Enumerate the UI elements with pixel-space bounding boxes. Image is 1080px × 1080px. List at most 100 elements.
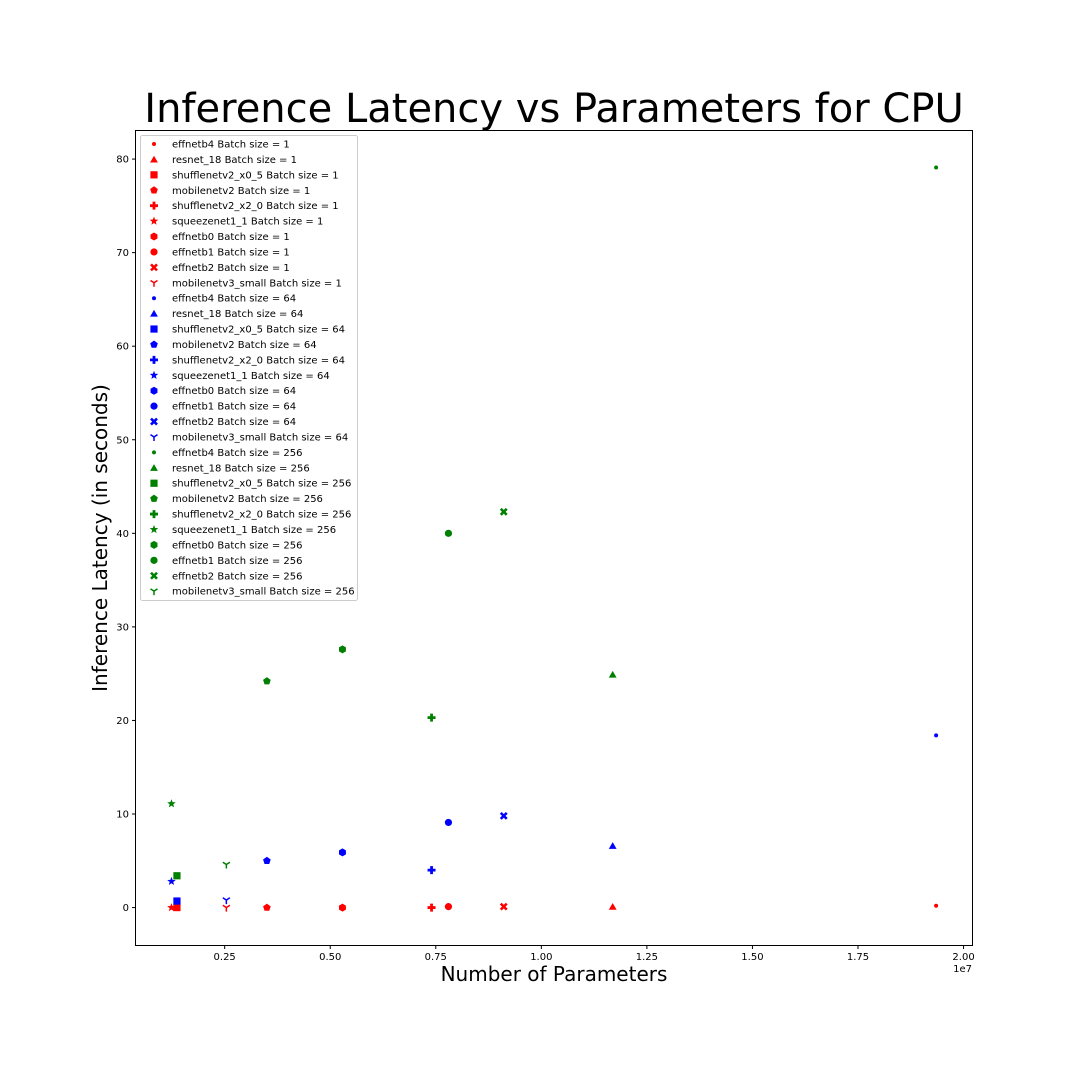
legend-label: effnetb4 Batch size = 256 <box>172 448 302 459</box>
legend-label: resnet_18 Batch size = 1 <box>172 155 297 166</box>
data-point-effnetb1-batch-64 <box>444 818 453 827</box>
legend-label: resnet_18 Batch size = 256 <box>172 463 310 474</box>
legend-marker-effnetb2-batch-256 <box>150 571 158 580</box>
data-point-mobilenetv2-batch-64 <box>263 856 271 865</box>
x-tick-label: 0.25 <box>214 952 236 963</box>
legend-marker-mobilenetv3_small-batch-64 <box>150 434 158 441</box>
chart-title: Inference Latency vs Parameters for CPU <box>144 86 963 132</box>
data-point-effnetb2-batch-1 <box>499 902 508 911</box>
legend-marker-squeezenet1_1-batch-256 <box>149 525 159 534</box>
legend-label: effnetb0 Batch size = 1 <box>172 232 290 243</box>
legend-label: mobilenetv2 Batch size = 256 <box>172 494 323 505</box>
legend-label: effnetb2 Batch size = 1 <box>172 263 290 274</box>
data-point-mobilenetv2-batch-1 <box>263 903 271 911</box>
x-tick-label: 1.75 <box>847 952 869 963</box>
data-point-mobilenetv2-batch-256 <box>263 677 271 685</box>
legend-marker-shufflenetv2_x0_5-batch-256 <box>150 479 158 487</box>
legend-marker-effnetb4-batch-64 <box>152 296 156 301</box>
legend-marker-resnet_18-batch-64 <box>150 309 158 317</box>
x-offset-label: 1e7 <box>953 964 972 975</box>
y-tick-label: 70 <box>116 248 129 259</box>
legend-marker-resnet_18-batch-256 <box>150 464 158 471</box>
y-tick-label: 40 <box>116 529 129 540</box>
legend-label: mobilenetv3_small Batch size = 64 <box>172 432 348 443</box>
data-point-resnet_18-batch-256 <box>608 670 617 678</box>
data-point-mobilenetv3_small-batch-64 <box>222 897 231 905</box>
x-tick-label: 1.25 <box>636 952 658 963</box>
legend-marker-effnetb4-batch-256 <box>152 450 156 455</box>
legend-marker-effnetb0-batch-1 <box>150 232 158 241</box>
legend-label: resnet_18 Batch size = 64 <box>172 309 303 320</box>
data-point-shufflenetv2_x2_0-batch-1 <box>427 903 436 912</box>
legend-marker-resnet_18-batch-1 <box>150 155 158 163</box>
x-tick-label: 0.50 <box>319 952 341 963</box>
data-point-effnetb4-batch-256 <box>934 165 939 170</box>
data-point-resnet_18-batch-64 <box>608 842 617 849</box>
legend-marker-shufflenetv2_x2_0-batch-256 <box>150 510 159 519</box>
legend-marker-effnetb4-batch-1 <box>152 142 156 146</box>
data-point-squeezenet1_1-batch-64 <box>167 876 176 886</box>
data-point-resnet_18-batch-1 <box>608 902 617 910</box>
data-point-effnetb1-batch-256 <box>444 529 453 537</box>
data-point-effnetb2-batch-64 <box>499 811 508 820</box>
legend-marker-effnetb0-batch-64 <box>150 386 158 395</box>
legend-label: mobilenetv3_small Batch size = 1 <box>172 278 342 289</box>
legend-label: shufflenetv2_x2_0 Batch size = 256 <box>172 510 351 521</box>
legend-marker-effnetb1-batch-1 <box>150 248 158 256</box>
x-tick-label: 1.50 <box>741 952 763 963</box>
legend-marker-effnetb2-batch-64 <box>150 417 158 426</box>
x-tick-label: 2.00 <box>952 952 974 963</box>
legend-marker-shufflenetv2_x2_0-batch-64 <box>150 355 159 364</box>
legend-marker-mobilenetv2-batch-64 <box>150 340 158 348</box>
y-tick-label: 80 <box>116 155 129 166</box>
data-point-shufflenetv2_x2_0-batch-256 <box>427 713 436 722</box>
legend-marker-mobilenetv3_small-batch-1 <box>150 279 158 287</box>
legend-label: effnetb1 Batch size = 64 <box>172 402 296 413</box>
legend-label: squeezenet1_1 Batch size = 64 <box>172 371 330 382</box>
legend-marker-effnetb2-batch-1 <box>150 263 158 272</box>
data-point-effnetb0-batch-1 <box>339 903 346 912</box>
y-tick-label: 60 <box>116 342 129 353</box>
legend-label: effnetb4 Batch size = 64 <box>172 294 296 305</box>
legend-marker-squeezenet1_1-batch-1 <box>149 216 159 225</box>
legend-marker-shufflenetv2_x0_5-batch-64 <box>150 325 158 333</box>
y-tick-label: 50 <box>116 435 129 446</box>
data-points <box>167 165 939 912</box>
legend-label: mobilenetv2 Batch size = 1 <box>172 186 310 197</box>
y-axis-label: Inference Latency (in seconds) <box>88 384 112 692</box>
y-tick-label: 10 <box>116 810 129 821</box>
data-point-squeezenet1_1-batch-1 <box>167 903 176 912</box>
legend-label: squeezenet1_1 Batch size = 1 <box>172 217 323 228</box>
plot-frame <box>135 130 973 946</box>
legend-marker-effnetb0-batch-256 <box>150 540 158 549</box>
x-axis-label: Number of Parameters <box>441 962 668 986</box>
legend-label: shufflenetv2_x2_0 Batch size = 1 <box>172 201 339 212</box>
data-point-effnetb1-batch-1 <box>444 903 453 911</box>
legend-marker-shufflenetv2_x0_5-batch-1 <box>150 171 158 179</box>
x-axis: 0.25 0.50 0.75 1.00 1.25 1.50 1.75 2.00 <box>214 945 975 963</box>
legend-label: shufflenetv2_x0_5 Batch size = 64 <box>172 325 345 336</box>
legend-label: shufflenetv2_x0_5 Batch size = 1 <box>172 170 339 181</box>
data-point-effnetb0-batch-256 <box>339 645 346 654</box>
data-point-shufflenetv2_x2_0-batch-64 <box>427 866 436 875</box>
legend-marker-mobilenetv2-batch-256 <box>150 494 158 502</box>
legend-label: squeezenet1_1 Batch size = 256 <box>172 525 336 536</box>
data-point-effnetb4-batch-1 <box>934 903 939 908</box>
legend-label: shufflenetv2_x0_5 Batch size = 256 <box>172 479 351 490</box>
data-point-mobilenetv3_small-batch-256 <box>222 861 231 869</box>
legend-box <box>140 135 358 601</box>
legend-marker-mobilenetv2-batch-1 <box>150 186 158 194</box>
data-point-mobilenetv3_small-batch-1 <box>222 904 231 912</box>
data-point-effnetb0-batch-64 <box>339 848 346 857</box>
y-axis: 0 10 20 30 40 50 60 70 80 <box>116 155 136 914</box>
y-tick-label: 20 <box>116 716 129 727</box>
legend-marker-effnetb1-batch-256 <box>150 556 158 564</box>
data-point-shufflenetv2_x0_5-batch-1 <box>173 903 181 912</box>
x-tick-label: 1.00 <box>530 952 552 963</box>
data-point-effnetb2-batch-256 <box>499 507 508 516</box>
legend-label: effnetb4 Batch size = 1 <box>172 140 290 151</box>
legend-label: effnetb2 Batch size = 64 <box>172 417 296 428</box>
legend-label: effnetb0 Batch size = 64 <box>172 386 296 397</box>
data-point-squeezenet1_1-batch-256 <box>167 799 176 808</box>
legend-label: mobilenetv2 Batch size = 64 <box>172 340 317 351</box>
